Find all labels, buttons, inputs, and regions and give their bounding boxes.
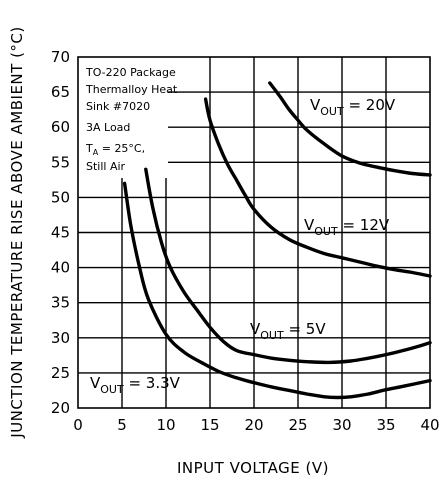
series-label-12v-sub: OUT: [314, 225, 338, 238]
series-label-5v-sub: OUT: [260, 329, 284, 342]
series-label-5v-main: V: [250, 320, 261, 338]
x-tick-label: 0: [73, 416, 83, 434]
x-tick-label: 40: [420, 416, 439, 434]
y-tick-label: 20: [51, 399, 70, 417]
series-line-3-3v: [122, 181, 432, 400]
series-label-3-3v-value: = 3.3V: [124, 374, 181, 392]
series-label-20v-value: = 20V: [344, 96, 396, 114]
series-label-20v-main: V: [310, 96, 321, 114]
x-tick-label: 35: [376, 416, 395, 434]
series-label-5v-value: = 5V: [284, 320, 327, 338]
x-tick-label: 20: [244, 416, 263, 434]
plot-frame: [77, 56, 431, 409]
note-ambient: TA = 25°C,: [85, 142, 145, 157]
gridlines: [78, 57, 430, 408]
x-tick-label: 15: [200, 416, 219, 434]
y-tick-label: 60: [51, 118, 70, 136]
y-axis-label: JUNCTION TEMPERATURE RISE ABOVE AMBIENT …: [8, 26, 26, 438]
y-tick-label: 55: [51, 153, 70, 171]
series-label-3-3v: VOUT = 3.3V: [90, 374, 181, 396]
y-tick-label: 70: [51, 48, 70, 66]
note-heatsink-maker: Thermalloy Heat: [85, 83, 178, 96]
y-tick-label: 35: [51, 294, 70, 312]
note-ambient-equals: =: [98, 142, 114, 155]
series-label-5v: VOUT = 5V: [250, 320, 326, 342]
note-package: TO-220 Package: [85, 66, 176, 79]
series-label-12v-main: V: [304, 216, 315, 234]
note-ambient-symbol: T: [85, 142, 93, 155]
y-tick-label: 50: [51, 188, 70, 206]
series-line-5v: [144, 167, 432, 365]
series-line-20v: [268, 81, 432, 177]
x-tick-label: 30: [332, 416, 351, 434]
y-tick-label: 40: [51, 259, 70, 277]
note-ambient-sub: A: [93, 148, 99, 157]
x-tick-label: 5: [117, 416, 127, 434]
series-lines: [122, 81, 432, 400]
note-heatsink-model: Sink #7020: [86, 100, 150, 113]
conditions-note: TO-220 Package Thermalloy Heat Sink #702…: [85, 66, 178, 173]
y-tick-label: 30: [51, 329, 70, 347]
note-ambient-value: 25°C,: [114, 142, 145, 155]
series-label-20v: VOUT = 20V: [310, 96, 396, 118]
x-tick-label: 25: [288, 416, 307, 434]
y-tick-label: 65: [51, 83, 70, 101]
x-axis-label: INPUT VOLTAGE (V): [177, 459, 329, 477]
series-label-20v-sub: OUT: [320, 105, 344, 118]
series-label-12v-value: = 12V: [338, 216, 390, 234]
y-tick-label: 25: [51, 364, 70, 382]
series-label-3-3v-sub: OUT: [100, 383, 124, 396]
series-label-12v: VOUT = 12V: [304, 216, 390, 238]
series-label-3-3v-main: V: [90, 374, 101, 392]
tick-labels: 0 5 10 15 20 25 30 35 40 20 25 30 35 40 45 50 55 60 65 70: [51, 48, 440, 434]
note-air: Still Air: [86, 160, 126, 173]
y-tick-label: 45: [51, 224, 70, 242]
x-tick-label: 10: [156, 416, 175, 434]
note-load: 3A Load: [86, 121, 130, 134]
series-line-12v: [203, 97, 432, 278]
